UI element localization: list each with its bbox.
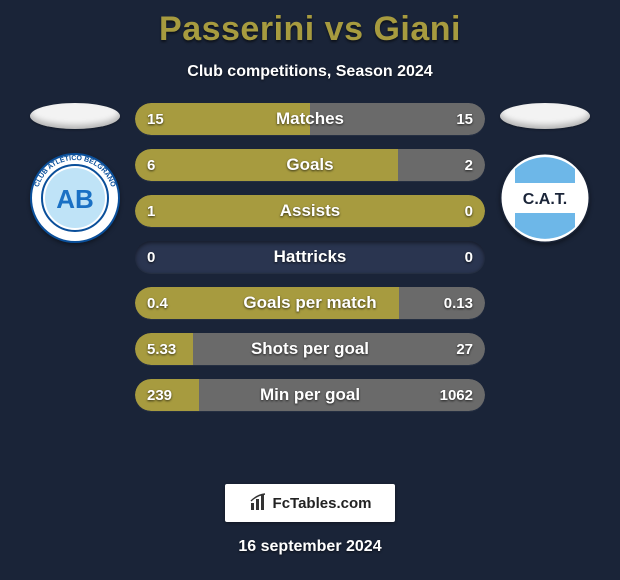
stat-row: 5.3327Shots per goal [135,333,485,365]
brand-box: FcTables.com [225,484,395,522]
stat-value-left: 1 [147,203,155,220]
stat-row: 1515Matches [135,103,485,135]
right-country-flag [500,103,590,129]
stat-value-left: 6 [147,157,155,174]
stat-value-right: 0.13 [444,295,473,312]
left-club-badge: AB CLUB ATLETICO BELGRANO [30,153,120,243]
stat-bar-left-fill [135,149,398,181]
stat-value-right: 27 [456,341,473,358]
stat-bar-right-fill [193,333,485,365]
stat-value-left: 5.33 [147,341,176,358]
right-player-col: C.A.T. [485,103,605,243]
tucuman-badge-icon: C.A.T. [500,153,590,243]
stat-bar-left-fill [135,287,399,319]
stat-value-right: 0 [465,249,473,266]
comparison-card: Passerini vs Giani Club competitions, Se… [0,0,620,580]
stat-bar-left-fill [135,195,485,227]
stat-row: 2391062Min per goal [135,379,485,411]
stat-row: 0 0Hattricks [135,241,485,273]
stat-label: Hattricks [135,247,485,267]
stat-value-right: 2 [465,157,473,174]
belgrano-badge-icon: AB CLUB ATLETICO BELGRANO [30,153,120,243]
stat-bars: 1515Matches62Goals10Assists00Hattricks0.… [135,103,485,411]
stat-value-right: 1062 [440,387,473,404]
subtitle: Club competitions, Season 2024 [187,63,432,81]
page-title: Passerini vs Giani [159,10,461,49]
stat-row: 0.40.13Goals per match [135,287,485,319]
stat-value-left: 0 [147,249,155,266]
svg-text:AB: AB [56,184,94,214]
left-player-col: AB CLUB ATLETICO BELGRANO [15,103,135,243]
brand-text: FcTables.com [273,495,372,512]
stat-value-right: 0 [465,203,473,220]
stat-row: 62Goals [135,149,485,181]
svg-text:C.A.T.: C.A.T. [523,191,567,208]
left-country-flag [30,103,120,129]
middle-section: AB CLUB ATLETICO BELGRANO 1515Matches62G… [0,103,620,464]
stat-value-left: 0.4 [147,295,168,312]
stat-value-left: 15 [147,111,164,128]
footer-date: 16 september 2024 [238,538,381,556]
brand-chart-icon [249,493,269,513]
stat-row: 10Assists [135,195,485,227]
right-club-badge: C.A.T. [500,153,590,243]
stat-value-left: 239 [147,387,172,404]
stat-value-right: 15 [456,111,473,128]
